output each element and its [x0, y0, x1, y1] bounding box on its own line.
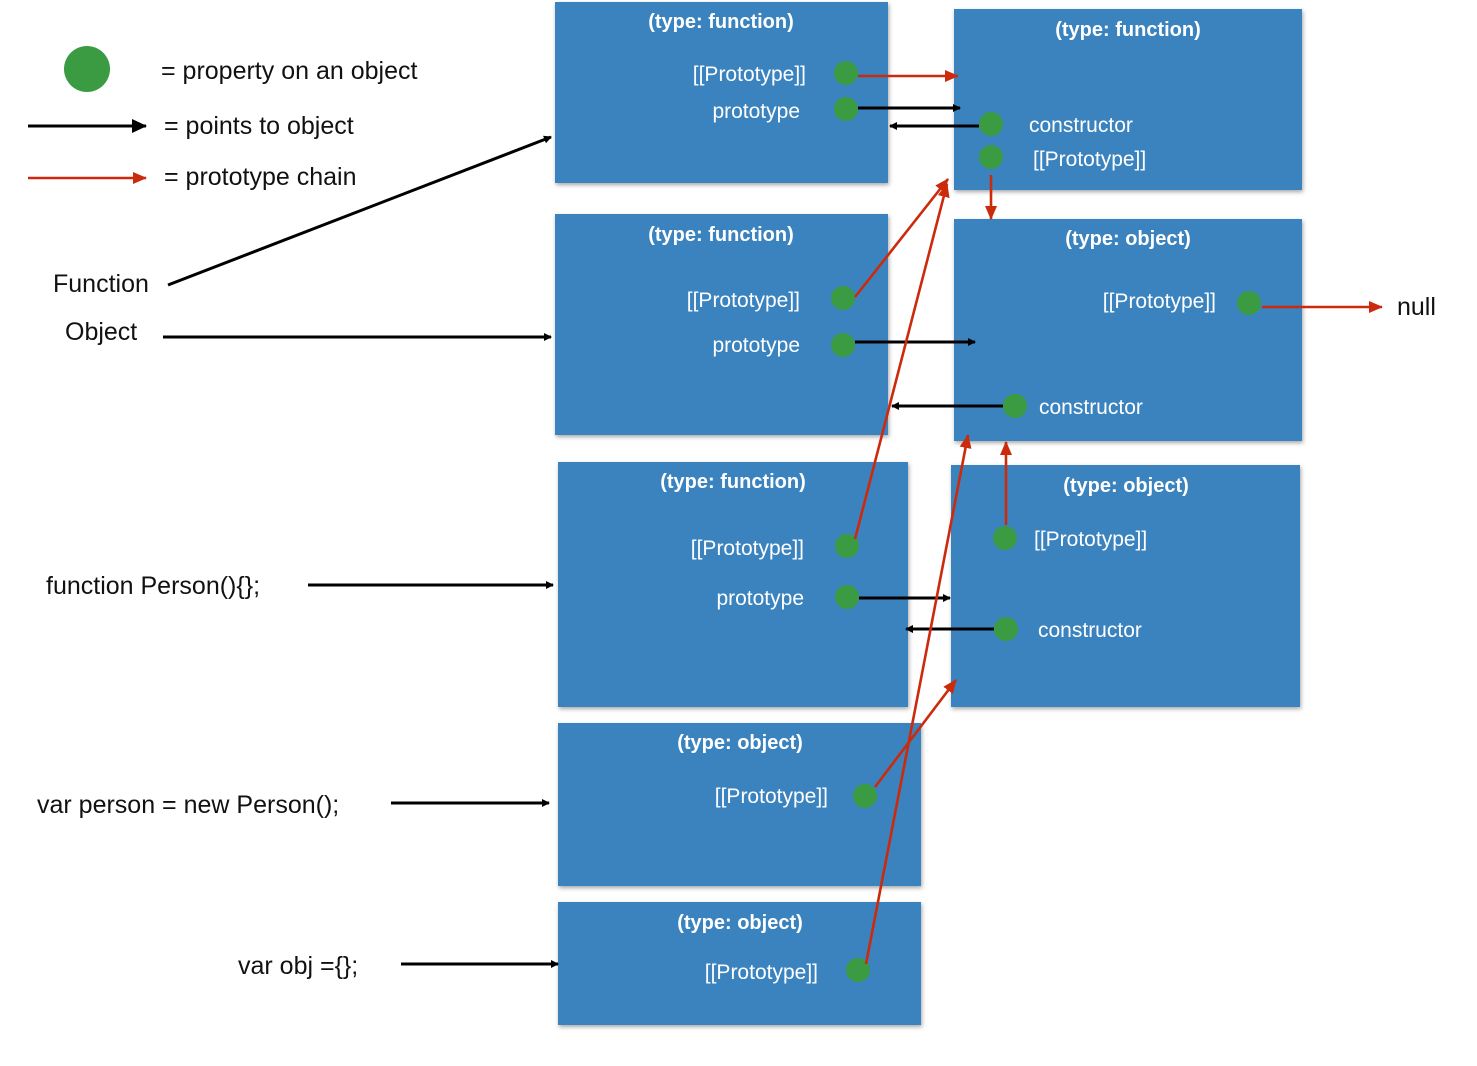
chain-object-to-function-prototype	[853, 178, 950, 298]
property-dot-icon	[979, 112, 1003, 136]
label-obj-var: var obj ={};	[238, 952, 358, 980]
legend-black-arrowhead-icon	[132, 119, 147, 133]
property-dot-icon	[853, 784, 877, 808]
property-dot-icon	[993, 526, 1017, 550]
chain-person-to-function-prototype	[853, 183, 950, 540]
property-dot-icon	[1237, 291, 1261, 315]
property-dot-icon	[834, 97, 858, 121]
prop-prototype-internal: [[Prototype]]	[691, 537, 804, 560]
box-function-constructor: (type: function) [[Prototype]] prototype	[555, 2, 888, 183]
box-title: (type: function)	[648, 224, 794, 246]
prop-prototype-internal: [[Prototype]]	[693, 63, 806, 86]
box-person-instance: (type: object) [[Prototype]]	[558, 723, 921, 886]
box-object-constructor: (type: function) [[Prototype]] prototype	[555, 214, 888, 435]
box-obj-instance: (type: object) [[Prototype]]	[558, 902, 921, 1025]
label-null: null	[1397, 293, 1436, 321]
label-person-var: var person = new Person();	[37, 791, 339, 819]
property-dot-icon	[1003, 394, 1027, 418]
box-title: (type: object)	[1063, 475, 1189, 497]
legend-prototype-chain: = prototype chain	[164, 163, 357, 191]
box-title: (type: object)	[677, 912, 803, 934]
property-dot-icon	[835, 585, 859, 609]
label-function: Function	[53, 270, 149, 298]
box-function-prototype: (type: function) constructor [[Prototype…	[954, 9, 1302, 190]
property-dot-icon	[846, 958, 870, 982]
prop-constructor: constructor	[1039, 396, 1143, 419]
box-title: (type: object)	[677, 732, 803, 754]
property-dot-icon	[994, 617, 1018, 641]
variable-arrows	[163, 135, 559, 968]
prototype-chain-arrows	[853, 70, 1383, 965]
arrow-function-to-box	[167, 135, 552, 287]
box-person-constructor: (type: function) [[Prototype]] prototype	[558, 462, 908, 707]
prop-prototype-internal: [[Prototype]]	[1033, 148, 1146, 171]
prop-prototype-internal: [[Prototype]]	[1103, 290, 1216, 313]
label-person-function: function Person(){};	[46, 572, 260, 600]
property-dot-icon	[835, 534, 859, 558]
property-dot-icon	[979, 145, 1003, 169]
property-dot-icon	[64, 46, 110, 92]
chain-obj-to-object-prototype	[864, 434, 972, 965]
box-object-prototype: (type: object) [[Prototype]] constructor	[954, 219, 1302, 441]
legend-property: = property on an object	[161, 57, 417, 85]
box-title: (type: function)	[1055, 19, 1201, 41]
property-dot-icon	[831, 333, 855, 357]
box-title: (type: function)	[660, 471, 806, 493]
prop-prototype: prototype	[716, 587, 804, 610]
legend-points-to: = points to object	[164, 112, 354, 140]
prop-prototype: prototype	[712, 334, 800, 357]
box-title: (type: function)	[648, 11, 794, 33]
box-title: (type: object)	[1065, 228, 1191, 250]
legend: = property on an object = points to obje…	[28, 46, 417, 191]
prop-constructor: constructor	[1038, 619, 1142, 642]
prop-prototype-internal: [[Prototype]]	[687, 289, 800, 312]
label-object: Object	[65, 318, 137, 346]
property-dot-icon	[834, 61, 858, 85]
reference-arrows	[855, 104, 1003, 633]
prop-prototype-internal: [[Prototype]]	[705, 961, 818, 984]
box-person-prototype: (type: object) [[Prototype]] constructor	[951, 465, 1300, 707]
chain-person-instance-to-person-prototype	[873, 679, 958, 788]
prop-constructor: constructor	[1029, 114, 1133, 137]
property-dot-icon	[831, 286, 855, 310]
prop-prototype: prototype	[712, 100, 800, 123]
prop-prototype-internal: [[Prototype]]	[1034, 528, 1147, 551]
prop-prototype-internal: [[Prototype]]	[715, 785, 828, 808]
